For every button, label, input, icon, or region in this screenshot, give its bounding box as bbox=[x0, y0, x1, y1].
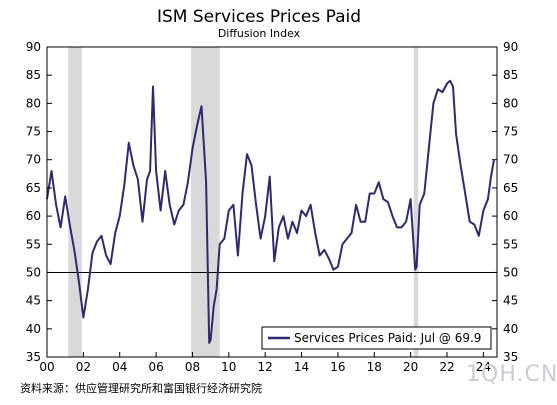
left-y-axis: 35 40 45 50 55 60 65 70 75 80 85 90 bbox=[26, 40, 52, 364]
legend-box bbox=[261, 326, 492, 350]
y-tick-label-right: 70 bbox=[503, 153, 518, 167]
y-tick-label-right: 40 bbox=[503, 322, 518, 336]
y-tick-label-left: 65 bbox=[26, 181, 41, 195]
series-layer bbox=[46, 79, 495, 344]
y-tick-label-left: 35 bbox=[26, 350, 41, 364]
x-axis: 00 02 04 06 08 10 12 14 16 18 20 22 24 bbox=[39, 352, 491, 374]
series-line bbox=[46, 79, 495, 344]
y-tick-label-left: 60 bbox=[26, 209, 41, 223]
x-tick-label: 22 bbox=[439, 360, 454, 374]
x-tick-label: 12 bbox=[258, 360, 273, 374]
y-tick-label-left: 55 bbox=[26, 237, 41, 251]
y-tick-label-left: 70 bbox=[26, 153, 41, 167]
y-tick-label-right: 45 bbox=[503, 294, 518, 308]
y-tick-label-left: 90 bbox=[26, 40, 41, 54]
y-tick-label-left: 45 bbox=[26, 294, 41, 308]
x-tick-label: 18 bbox=[367, 360, 382, 374]
x-tick-label: 02 bbox=[76, 360, 91, 374]
recession-band bbox=[191, 47, 220, 357]
y-tick-label-left: 85 bbox=[26, 68, 41, 82]
y-tick-label-left: 75 bbox=[26, 125, 41, 139]
y-tick-label-right: 90 bbox=[503, 40, 518, 54]
x-tick-label: 14 bbox=[294, 360, 309, 374]
watermark: 1QH.CN bbox=[466, 362, 557, 387]
y-tick-label-right: 55 bbox=[503, 237, 518, 251]
chart-subtitle: Diffusion Index bbox=[218, 27, 301, 40]
y-tick-label-left: 50 bbox=[26, 265, 41, 279]
legend-label: Services Prices Paid: Jul @ 69.9 bbox=[294, 331, 481, 345]
recession-band bbox=[413, 47, 419, 357]
x-tick-label: 08 bbox=[185, 360, 200, 374]
x-tick-label: 24 bbox=[476, 360, 491, 374]
y-tick-label-right: 50 bbox=[503, 265, 518, 279]
y-tick-label-left: 80 bbox=[26, 96, 41, 110]
x-tick-label: 20 bbox=[403, 360, 418, 374]
y-tick-label-right: 35 bbox=[503, 350, 518, 364]
x-tick-label: 06 bbox=[148, 360, 163, 374]
source-note: 资料来源：供应管理研究所和富国银行经济研究院 bbox=[20, 381, 262, 395]
y-tick-label-right: 75 bbox=[503, 125, 518, 139]
legend: Services Prices Paid: Jul @ 69.9 bbox=[261, 326, 492, 350]
x-tick-label: 16 bbox=[330, 360, 345, 374]
plot-frame bbox=[46, 46, 498, 358]
y-tick-label-right: 60 bbox=[503, 209, 518, 223]
x-tick-label: 00 bbox=[39, 360, 54, 374]
y-tick-label-right: 85 bbox=[503, 68, 518, 82]
chart-title: ISM Services Prices Paid bbox=[157, 7, 361, 27]
recession-bands bbox=[68, 47, 419, 357]
y-tick-label-left: 40 bbox=[26, 322, 41, 336]
x-tick-label: 10 bbox=[221, 360, 236, 374]
y-tick-label-right: 65 bbox=[503, 181, 518, 195]
y-tick-label-right: 80 bbox=[503, 96, 518, 110]
x-tick-label: 04 bbox=[112, 360, 127, 374]
recession-band bbox=[68, 47, 82, 357]
right-y-axis: 35 40 45 50 55 60 65 70 75 80 85 90 bbox=[492, 40, 518, 364]
